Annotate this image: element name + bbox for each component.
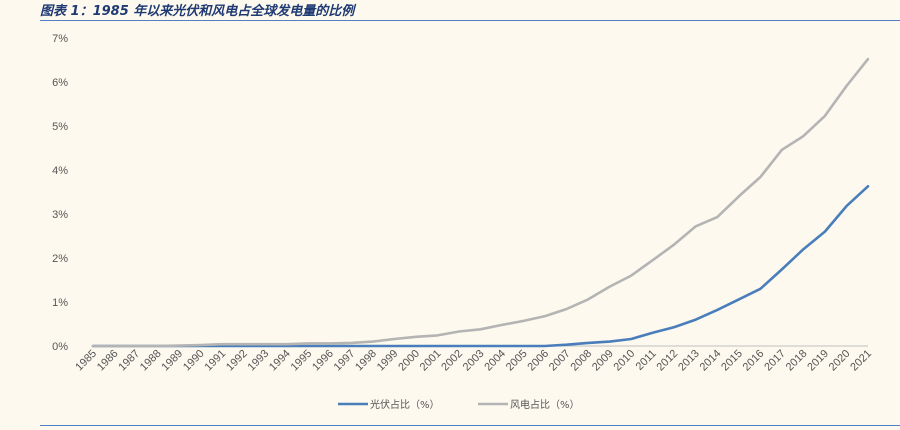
x-tick-label: 2009 <box>590 348 616 374</box>
x-tick-label: 2016 <box>741 348 767 374</box>
x-tick-label: 1989 <box>159 348 185 374</box>
top-rule <box>40 20 900 21</box>
x-tick-label: 1993 <box>246 348 272 374</box>
x-tick-label: 2002 <box>439 348 465 374</box>
x-tick-label: 1990 <box>181 348 207 374</box>
chart-series <box>91 57 870 348</box>
series-line-1 <box>91 57 870 348</box>
x-tick-label: 2006 <box>525 348 551 374</box>
x-tick-label: 2007 <box>547 348 573 374</box>
x-tick-label: 1986 <box>95 348 121 374</box>
x-tick-label: 1995 <box>289 348 315 374</box>
figure-title: 图表 1：1985 年以来光伏和风电占全球发电量的比例 <box>40 4 355 19</box>
x-tick-label: 2010 <box>612 348 638 374</box>
y-tick-label: 0% <box>52 341 68 353</box>
x-tick-label: 2012 <box>655 348 681 374</box>
x-tick-label: 2014 <box>698 348 724 374</box>
x-tick-label: 1985 <box>73 348 99 374</box>
x-tick-label: 2015 <box>719 348 745 374</box>
x-tick-label: 1994 <box>267 348 293 374</box>
x-tick-label: 2019 <box>805 348 831 374</box>
x-axis: 1985198619871988198919901991199219931994… <box>73 345 874 374</box>
y-tick-label: 5% <box>52 121 68 133</box>
x-tick-label: 2008 <box>568 348 594 374</box>
x-tick-label: 2018 <box>784 348 810 374</box>
x-tick-label: 2011 <box>634 348 659 373</box>
x-tick-label: 1996 <box>310 348 336 374</box>
x-tick-label: 2004 <box>482 348 508 374</box>
y-tick-label: 7% <box>52 33 68 45</box>
x-tick-label: 1999 <box>375 348 401 374</box>
chart-legend: 光伏占比（%） 风电占比（%） <box>338 398 580 411</box>
y-tick-label: 3% <box>52 209 68 221</box>
x-tick-label: 2021 <box>848 348 874 374</box>
x-tick-label: 2017 <box>762 348 788 374</box>
y-tick-label: 4% <box>52 165 68 177</box>
x-tick-label: 2000 <box>396 348 422 374</box>
x-tick-label: 2001 <box>418 348 444 374</box>
bottom-rule <box>40 425 900 426</box>
x-tick-label: 1992 <box>224 348 250 374</box>
x-tick-label: 1988 <box>138 348 164 374</box>
y-tick-label: 2% <box>52 253 68 265</box>
x-tick-label: 1991 <box>202 348 228 374</box>
legend-label-0: 光伏占比（%） <box>370 398 440 411</box>
x-tick-label: 1997 <box>332 348 358 374</box>
x-tick-label: 1998 <box>353 348 379 374</box>
x-tick-label: 1987 <box>116 348 142 374</box>
legend-label-1: 风电占比（%） <box>510 398 580 411</box>
y-axis: 0% 1% 2% 3% 4% 5% 6% 7% <box>52 33 68 353</box>
y-tick-label: 1% <box>52 297 68 309</box>
series-line-0 <box>91 185 870 348</box>
y-tick-label: 6% <box>52 77 68 89</box>
x-tick-label: 2013 <box>676 348 702 374</box>
x-tick-label: 2020 <box>827 348 853 374</box>
x-tick-label: 2003 <box>461 348 487 374</box>
x-tick-label: 2005 <box>504 348 530 374</box>
